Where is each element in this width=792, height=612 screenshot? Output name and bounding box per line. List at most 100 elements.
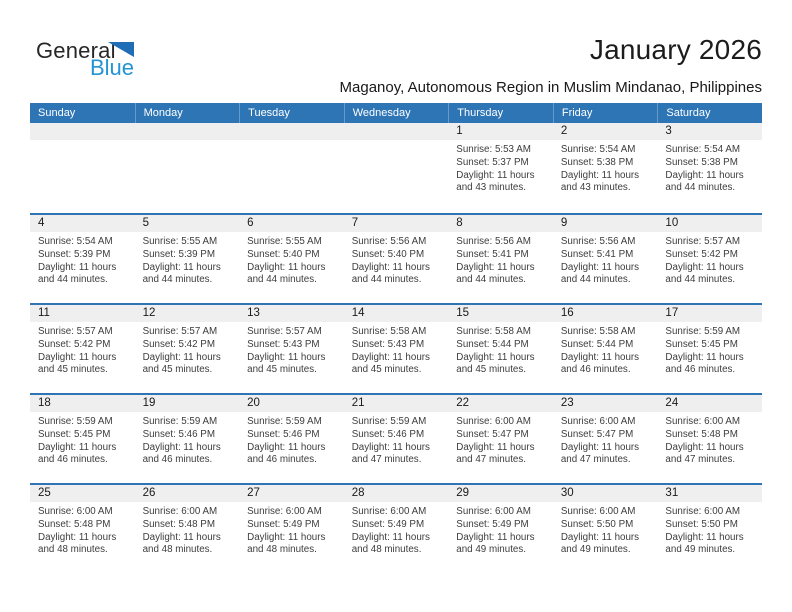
day-cell: 25 Sunrise: 6:00 AM Sunset: 5:48 PM Dayl… xyxy=(30,485,135,573)
day-number-band: 1 xyxy=(448,123,553,140)
sunrise-text: Sunrise: 6:00 AM xyxy=(560,416,636,427)
daylight-text: Daylight: 11 hours and 46 minutes. xyxy=(38,441,117,466)
sunset-text: Sunset: 5:46 PM xyxy=(247,428,320,440)
weekday-header-3: Wednesday xyxy=(343,103,449,123)
day-cell xyxy=(30,123,135,213)
sunrise-text: Sunrise: 5:59 AM xyxy=(665,326,741,337)
day-number-band: 10 xyxy=(657,215,762,232)
sunrise-text: Sunrise: 6:00 AM xyxy=(247,506,322,517)
daylight-text: Daylight: 11 hours and 44 minutes. xyxy=(560,261,640,286)
sunrise-text: Sunrise: 6:00 AM xyxy=(665,416,741,427)
sunset-text: Sunset: 5:44 PM xyxy=(456,338,529,350)
daylight-text: Daylight: 11 hours and 44 minutes. xyxy=(456,261,535,286)
sunset-text: Sunset: 5:44 PM xyxy=(560,338,634,350)
sunset-text: Sunset: 5:48 PM xyxy=(142,518,215,530)
sun-times: Sunrise: 6:00 AM Sunset: 5:48 PM Dayligh… xyxy=(135,502,240,557)
day-number-band: 24 xyxy=(657,395,762,412)
sunrise-text: Sunrise: 6:00 AM xyxy=(665,506,741,517)
daylight-text: Daylight: 11 hours and 49 minutes. xyxy=(665,531,744,556)
day-cell: 4 Sunrise: 5:54 AM Sunset: 5:39 PM Dayli… xyxy=(30,215,135,303)
day-cell: 9 Sunrise: 5:56 AM Sunset: 5:41 PM Dayli… xyxy=(552,215,658,303)
day-number-band: 6 xyxy=(239,215,344,232)
sunrise-text: Sunrise: 5:54 AM xyxy=(38,236,113,247)
day-number: 19 xyxy=(142,397,156,409)
sunset-text: Sunset: 5:48 PM xyxy=(38,518,111,530)
sunrise-text: Sunrise: 5:58 AM xyxy=(560,326,636,337)
day-number-band: 18 xyxy=(30,395,135,412)
sunrise-text: Sunrise: 5:54 AM xyxy=(665,144,741,155)
sun-times: Sunrise: 5:56 AM Sunset: 5:41 PM Dayligh… xyxy=(553,232,658,287)
sun-times: Sunrise: 6:00 AM Sunset: 5:49 PM Dayligh… xyxy=(239,502,344,557)
day-cell xyxy=(134,123,240,213)
sunset-text: Sunset: 5:42 PM xyxy=(142,338,215,350)
sun-times: Sunrise: 5:57 AM Sunset: 5:43 PM Dayligh… xyxy=(239,322,344,377)
day-number-band: 9 xyxy=(552,215,658,232)
day-number-band: 23 xyxy=(552,395,658,412)
sunrise-text: Sunrise: 5:57 AM xyxy=(247,326,322,337)
daylight-text: Daylight: 11 hours and 49 minutes. xyxy=(456,531,535,556)
day-cell: 6 Sunrise: 5:55 AM Sunset: 5:40 PM Dayli… xyxy=(239,215,344,303)
sunrise-text: Sunrise: 5:55 AM xyxy=(142,236,218,247)
daylight-text: Daylight: 11 hours and 44 minutes. xyxy=(665,169,744,194)
daylight-text: Daylight: 11 hours and 45 minutes. xyxy=(142,351,221,376)
day-cell: 15 Sunrise: 5:58 AM Sunset: 5:44 PM Dayl… xyxy=(448,305,553,393)
day-cell: 18 Sunrise: 5:59 AM Sunset: 5:45 PM Dayl… xyxy=(30,395,135,483)
day-number: 3 xyxy=(665,125,672,137)
day-number-band xyxy=(134,123,240,140)
day-number-band: 30 xyxy=(552,485,658,502)
sun-times: Sunrise: 5:59 AM Sunset: 5:45 PM Dayligh… xyxy=(30,412,135,467)
day-number: 10 xyxy=(665,217,679,229)
calendar-week-row: 4 Sunrise: 5:54 AM Sunset: 5:39 PM Dayli… xyxy=(30,213,762,303)
sun-times: Sunrise: 5:58 AM Sunset: 5:44 PM Dayligh… xyxy=(448,322,553,377)
sunrise-text: Sunrise: 6:00 AM xyxy=(560,506,636,517)
day-number: 8 xyxy=(456,217,463,229)
sunrise-text: Sunrise: 5:53 AM xyxy=(456,144,531,155)
daylight-text: Daylight: 11 hours and 49 minutes. xyxy=(560,531,640,556)
day-number-band: 29 xyxy=(448,485,553,502)
sunset-text: Sunset: 5:47 PM xyxy=(560,428,634,440)
daylight-text: Daylight: 11 hours and 46 minutes. xyxy=(142,441,221,466)
day-number-band: 21 xyxy=(343,395,449,412)
weekday-header-2: Tuesday xyxy=(239,103,344,123)
day-number: 14 xyxy=(351,307,365,319)
sunset-text: Sunset: 5:42 PM xyxy=(665,248,738,260)
calendar-grid: Sunday Monday Tuesday Wednesday Thursday Frid… xyxy=(30,103,762,573)
daylight-text: Daylight: 11 hours and 43 minutes. xyxy=(456,169,535,194)
sunrise-text: Sunrise: 5:55 AM xyxy=(247,236,322,247)
day-number: 31 xyxy=(665,487,679,499)
sunset-text: Sunset: 5:49 PM xyxy=(247,518,320,530)
sun-times: Sunrise: 5:59 AM Sunset: 5:46 PM Dayligh… xyxy=(135,412,240,467)
sunset-text: Sunset: 5:39 PM xyxy=(38,248,111,260)
sun-times: Sunrise: 5:59 AM Sunset: 5:46 PM Dayligh… xyxy=(344,412,449,467)
sun-times: Sunrise: 5:57 AM Sunset: 5:42 PM Dayligh… xyxy=(657,232,762,287)
weekday-header-1: Monday xyxy=(134,103,240,123)
day-cell: 21 Sunrise: 5:59 AM Sunset: 5:46 PM Dayl… xyxy=(343,395,449,483)
day-cell: 22 Sunrise: 6:00 AM Sunset: 5:47 PM Dayl… xyxy=(448,395,553,483)
day-number-band: 7 xyxy=(343,215,449,232)
sun-times: Sunrise: 5:57 AM Sunset: 5:42 PM Dayligh… xyxy=(30,322,135,377)
sunset-text: Sunset: 5:43 PM xyxy=(247,338,320,350)
day-number-band: 22 xyxy=(448,395,553,412)
sunrise-text: Sunrise: 6:00 AM xyxy=(38,506,113,517)
day-cell: 30 Sunrise: 6:00 AM Sunset: 5:50 PM Dayl… xyxy=(552,485,658,573)
sunrise-text: Sunrise: 6:00 AM xyxy=(456,506,531,517)
sunrise-text: Sunrise: 6:00 AM xyxy=(456,416,531,427)
logo-text-general: General xyxy=(36,38,116,63)
sunrise-text: Sunrise: 5:54 AM xyxy=(560,144,636,155)
day-number-band: 17 xyxy=(657,305,762,322)
sun-times: Sunrise: 5:56 AM Sunset: 5:40 PM Dayligh… xyxy=(344,232,449,287)
sunset-text: Sunset: 5:42 PM xyxy=(38,338,111,350)
day-cell: 8 Sunrise: 5:56 AM Sunset: 5:41 PM Dayli… xyxy=(448,215,553,303)
sunrise-text: Sunrise: 5:59 AM xyxy=(351,416,427,427)
sunrise-text: Sunrise: 5:57 AM xyxy=(665,236,741,247)
sunrise-text: Sunrise: 6:00 AM xyxy=(351,506,427,517)
weekday-header-6: Saturday xyxy=(657,103,762,123)
day-cell: 24 Sunrise: 6:00 AM Sunset: 5:48 PM Dayl… xyxy=(657,395,762,483)
sunset-text: Sunset: 5:43 PM xyxy=(351,338,425,350)
sunset-text: Sunset: 5:38 PM xyxy=(560,156,634,168)
day-number-band: 12 xyxy=(134,305,240,322)
day-cell: 11 Sunrise: 5:57 AM Sunset: 5:42 PM Dayl… xyxy=(30,305,135,393)
sun-times: Sunrise: 6:00 AM Sunset: 5:50 PM Dayligh… xyxy=(553,502,658,557)
day-number: 22 xyxy=(456,397,470,409)
sun-times: Sunrise: 5:53 AM Sunset: 5:37 PM Dayligh… xyxy=(448,140,553,195)
